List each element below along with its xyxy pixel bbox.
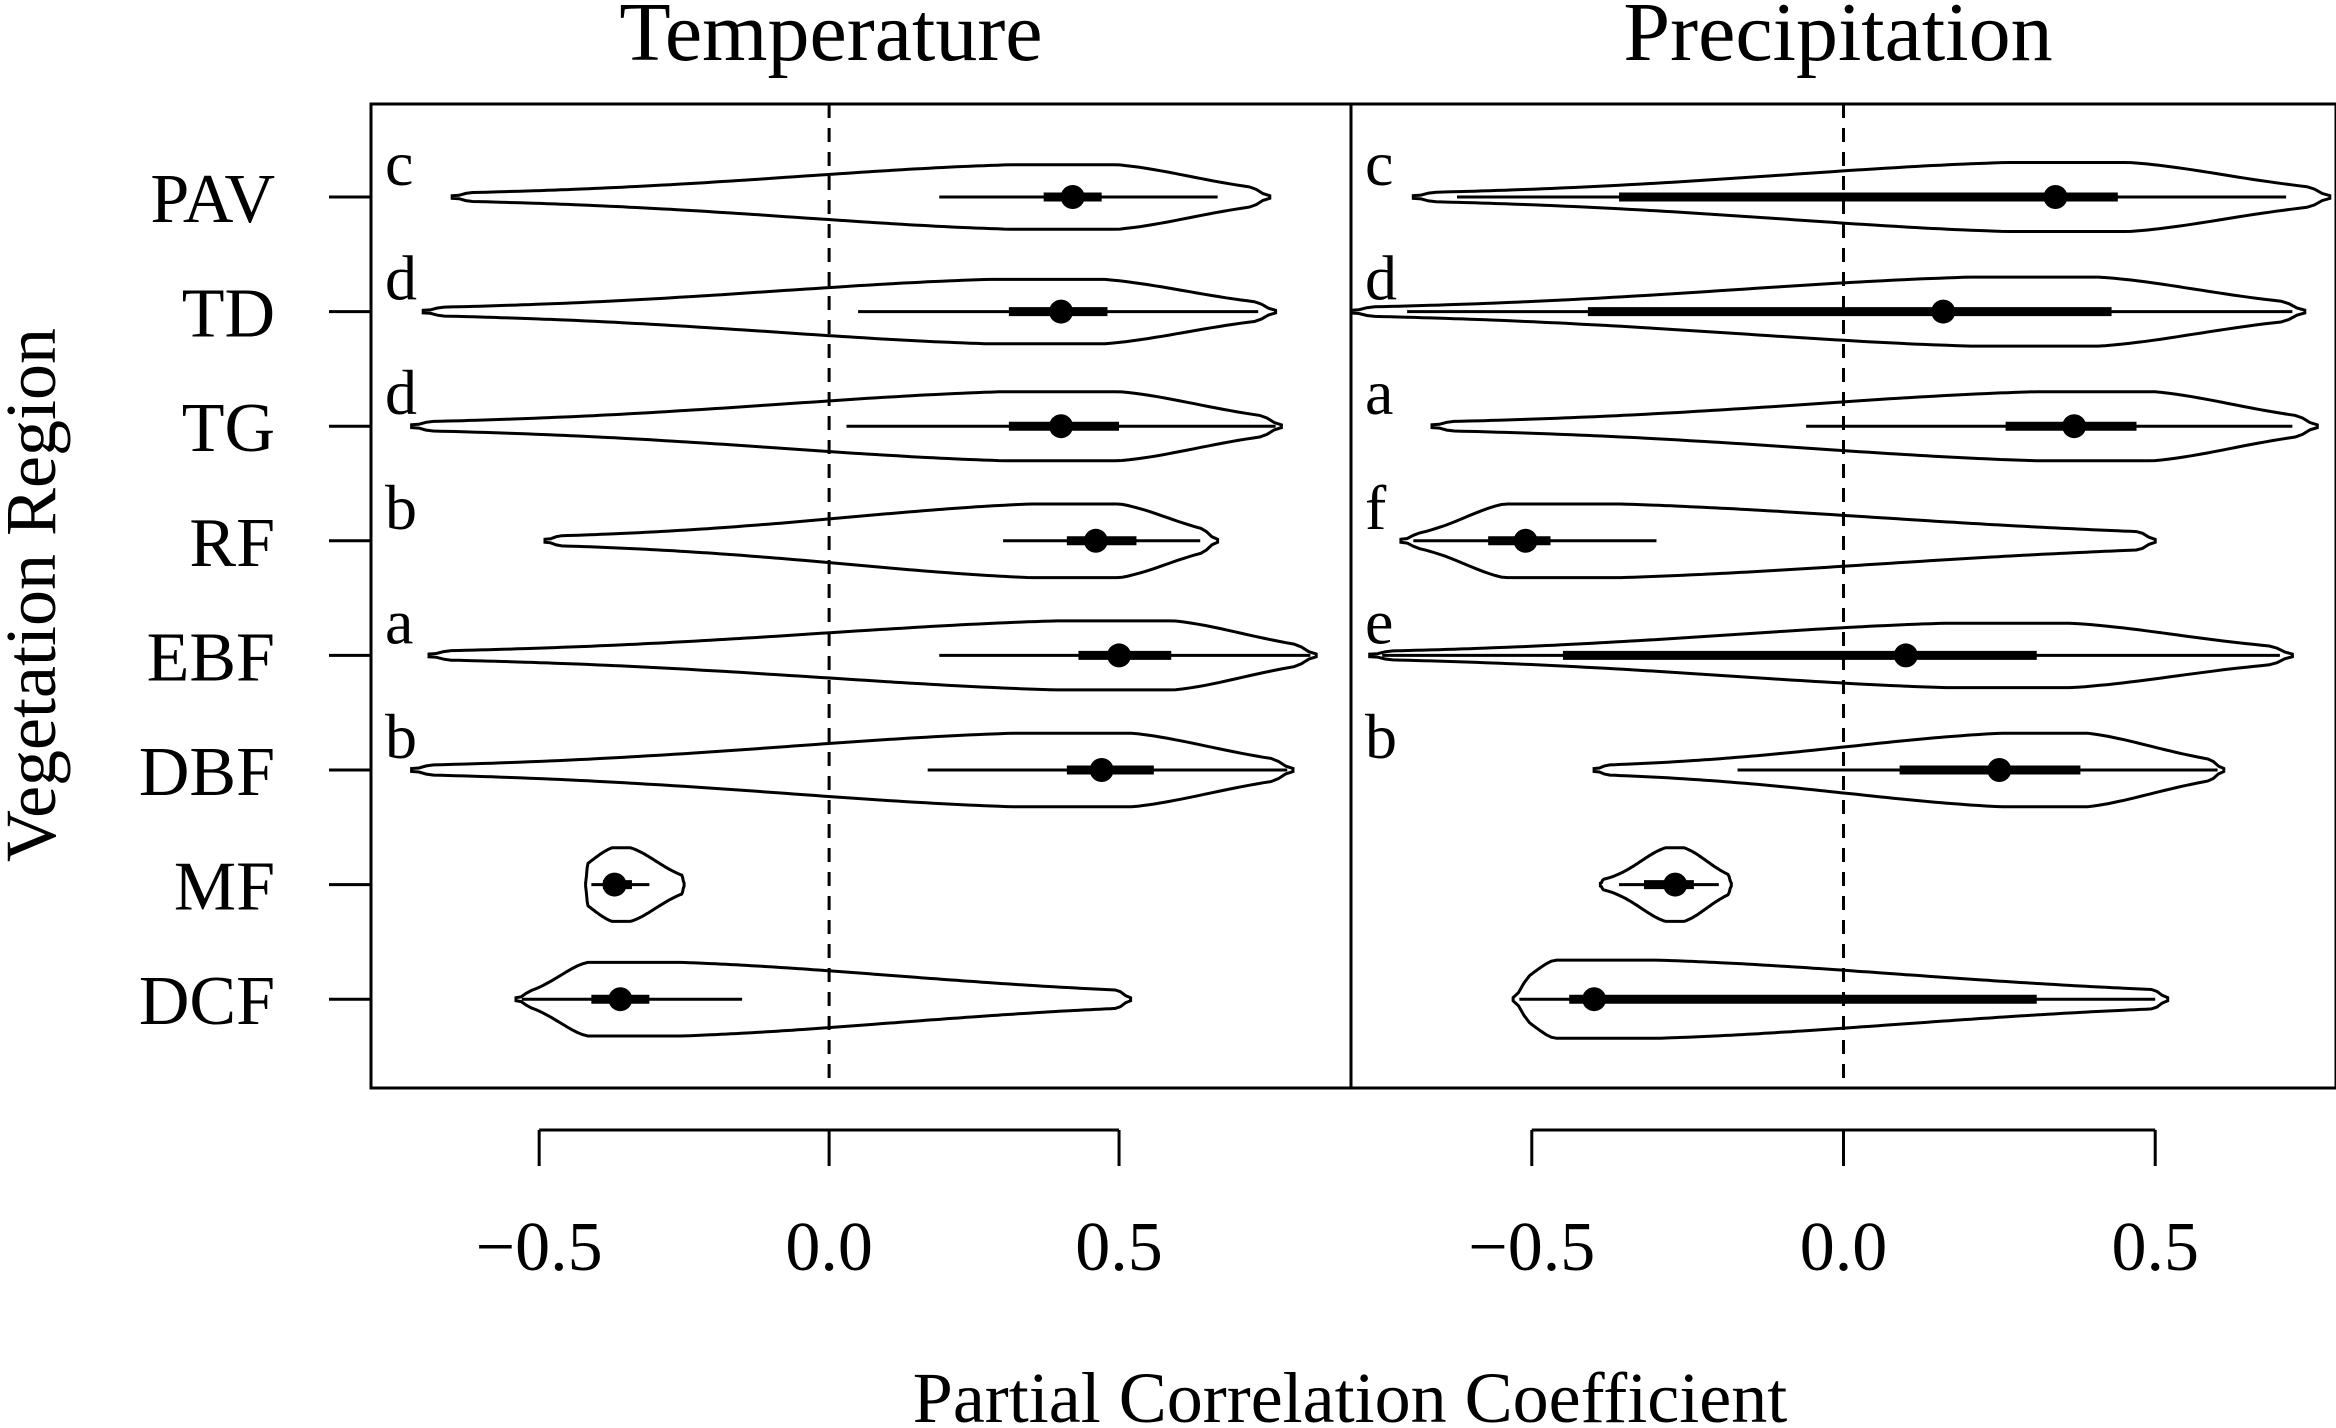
violin-median (1513, 528, 1538, 553)
violin-temperature-dbf: b (385, 701, 1295, 809)
violin-temperature-mf (584, 846, 686, 923)
significance-letter: e (1365, 586, 1393, 657)
violin-outline (421, 277, 1278, 346)
x-tick-label: 0.0 (785, 1209, 873, 1286)
violin-outline (410, 390, 1283, 463)
significance-letter: c (1365, 128, 1393, 199)
violin-median (1987, 758, 2012, 782)
violin-median (1049, 299, 1074, 324)
x-tick-label: 0.5 (1075, 1209, 1163, 1286)
x-tick-label: −0.5 (476, 1209, 603, 1286)
panel-title-temperature: Temperature (619, 0, 1042, 79)
violin-median (1049, 414, 1074, 439)
y-tick-label-mf: MF (174, 849, 275, 926)
violin-temperature-pav: c (385, 128, 1272, 231)
x-tick-label: −0.5 (1468, 1209, 1595, 1286)
violin-outline (1430, 390, 2319, 463)
x-axis-temperature: −0.5 0.0 0.5 (476, 1128, 1163, 1286)
violin-median (602, 872, 627, 897)
y-tick-label-tg: TG (182, 390, 275, 467)
violin-outline (1592, 731, 2226, 809)
violin-median (2062, 414, 2087, 439)
plot-frame (369, 102, 2336, 1090)
violin-outline (1598, 846, 1733, 923)
violin-outline (584, 846, 686, 923)
violin-median (1089, 758, 1114, 782)
y-tick-label-rf: RF (189, 505, 275, 582)
violin-precipitation-td: d (1349, 243, 2307, 348)
violin-outline (1368, 621, 2294, 690)
violin-median (1893, 643, 1918, 668)
significance-letter: a (1365, 357, 1393, 428)
y-tick-label-dbf: DBF (139, 734, 275, 811)
panel-title-precipitation: Precipitation (1623, 0, 2052, 79)
x-tick-label: 0.0 (1800, 1209, 1888, 1286)
significance-letter: d (385, 357, 417, 428)
violin-temperature-td: d (385, 243, 1278, 346)
violin-temperature-ebf: a (385, 586, 1318, 692)
violin-outline (427, 619, 1318, 692)
violin-median (1107, 643, 1132, 668)
y-tick-label-dcf: DCF (139, 963, 275, 1040)
x-axis-precipitation: −0.5 0.0 0.5 (1468, 1128, 2199, 1286)
violin-median (1931, 299, 1956, 324)
significance-letter: b (385, 701, 417, 772)
violin-precipitation-dcf (1511, 958, 2170, 1040)
violin-precipitation-dbf: b (1365, 701, 2226, 809)
violin-outline (1399, 502, 2157, 580)
violin-temperature-dcf (514, 960, 1133, 1038)
x-axis-title: Partial Correlation Coefficient (913, 1358, 1787, 1428)
violin-precipitation-pav: c (1365, 128, 2332, 233)
violin-precipitation-mf (1598, 846, 1733, 923)
violin-temperature-tg: d (385, 357, 1283, 463)
violin-median (1060, 185, 1085, 209)
y-axis: PAV TD TG RF EBF DBF MF DCF (139, 161, 371, 1040)
violin-median (1083, 528, 1108, 553)
violin-median (1663, 872, 1688, 897)
x-tick-label: 0.5 (2111, 1209, 2199, 1286)
violin-outline (1511, 958, 2170, 1040)
significance-letter: d (385, 243, 417, 314)
violin-temperature-rf: b (385, 472, 1220, 580)
significance-letter: d (1365, 243, 1397, 314)
significance-letter: c (385, 128, 413, 199)
violin-outline (1411, 161, 2332, 233)
significance-letter: b (385, 472, 417, 543)
violin-median (2043, 185, 2068, 209)
violin-outline (514, 960, 1133, 1038)
y-tick-label-ebf: EBF (147, 619, 275, 696)
violin-precipitation-tg: a (1365, 357, 2319, 463)
violin-outline (1349, 275, 2307, 348)
violin-median (608, 987, 633, 1012)
y-tick-label-td: TD (182, 276, 275, 353)
significance-letter: f (1365, 472, 1387, 543)
violin-outline (543, 502, 1220, 580)
violin-outline (450, 163, 1272, 231)
y-tick-label-pav: PAV (150, 161, 275, 238)
y-axis-title: Vegetation Region (0, 328, 71, 862)
significance-letter: a (385, 586, 413, 657)
violin-precipitation-rf: f (1365, 472, 2157, 580)
violin-precipitation-ebf: e (1365, 586, 2294, 690)
significance-letter: b (1365, 701, 1397, 772)
violin-median (1582, 987, 1607, 1012)
violin-outline (410, 731, 1295, 809)
